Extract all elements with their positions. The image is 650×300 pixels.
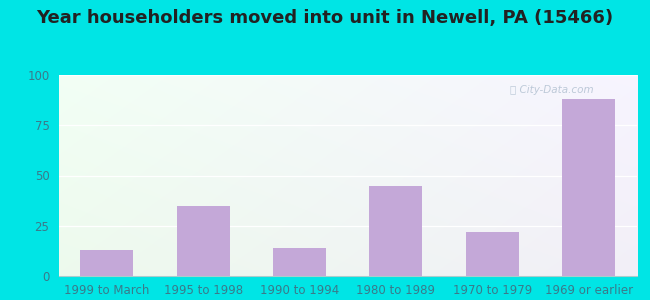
Text: ⓘ City-Data.com: ⓘ City-Data.com — [510, 85, 593, 95]
Bar — [466, 232, 519, 276]
Bar — [562, 99, 616, 276]
Bar — [177, 206, 229, 276]
Text: Year householders moved into unit in Newell, PA (15466): Year householders moved into unit in New… — [36, 9, 614, 27]
Bar — [80, 250, 133, 276]
Bar — [369, 185, 423, 276]
Bar — [273, 248, 326, 276]
